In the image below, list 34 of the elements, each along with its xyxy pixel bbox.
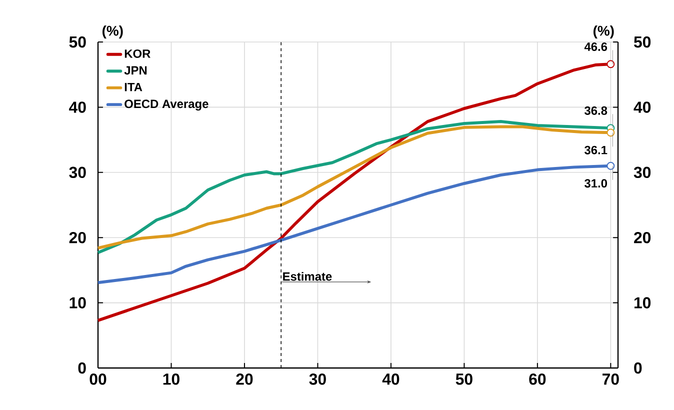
y-tick-label: 40: [69, 102, 86, 113]
y2-tick-label: 40: [634, 102, 651, 113]
y-tick-label: 10: [70, 297, 86, 308]
data-label: 31.0: [584, 179, 607, 188]
x-tick-label: 70: [602, 374, 619, 385]
point: [606, 60, 615, 68]
point: [606, 162, 615, 170]
y2-tick-label: 10: [634, 297, 651, 308]
data-label: 36.1: [584, 146, 608, 154]
legend-label: JPN: [124, 66, 147, 75]
x-tick-label: 10: [163, 374, 180, 385]
x-tick-label: 40: [382, 374, 400, 385]
x-tick-label: 30: [309, 374, 326, 385]
y2-tick-label: 0: [634, 362, 642, 374]
x-tick-label: 60: [529, 374, 546, 385]
y-tick-label: 30: [69, 166, 86, 178]
legend-label: OECD Average: [124, 100, 208, 111]
y-axis-title: (%): [102, 25, 123, 38]
ref-line-label: Estimate: [283, 272, 332, 281]
y-tick-label: 0: [78, 362, 86, 374]
y2-axis-title: (%): [593, 25, 614, 38]
y-tick-label: 50: [69, 36, 86, 48]
x-tick-label: 50: [456, 374, 472, 385]
point: [606, 128, 615, 137]
legend-label: KOR: [124, 49, 150, 58]
x-tick-label: 00: [90, 374, 106, 385]
x-tick-label: 20: [236, 374, 253, 385]
y2-tick-label: 30: [634, 166, 651, 178]
y2-tick-label: 20: [634, 232, 651, 244]
y2-tick-label: 50: [634, 36, 651, 48]
legend-label: ITA: [124, 82, 142, 92]
data-label: 36.8: [584, 106, 608, 115]
data-label: 46.6: [584, 42, 608, 51]
y-tick-label: 20: [69, 232, 86, 244]
